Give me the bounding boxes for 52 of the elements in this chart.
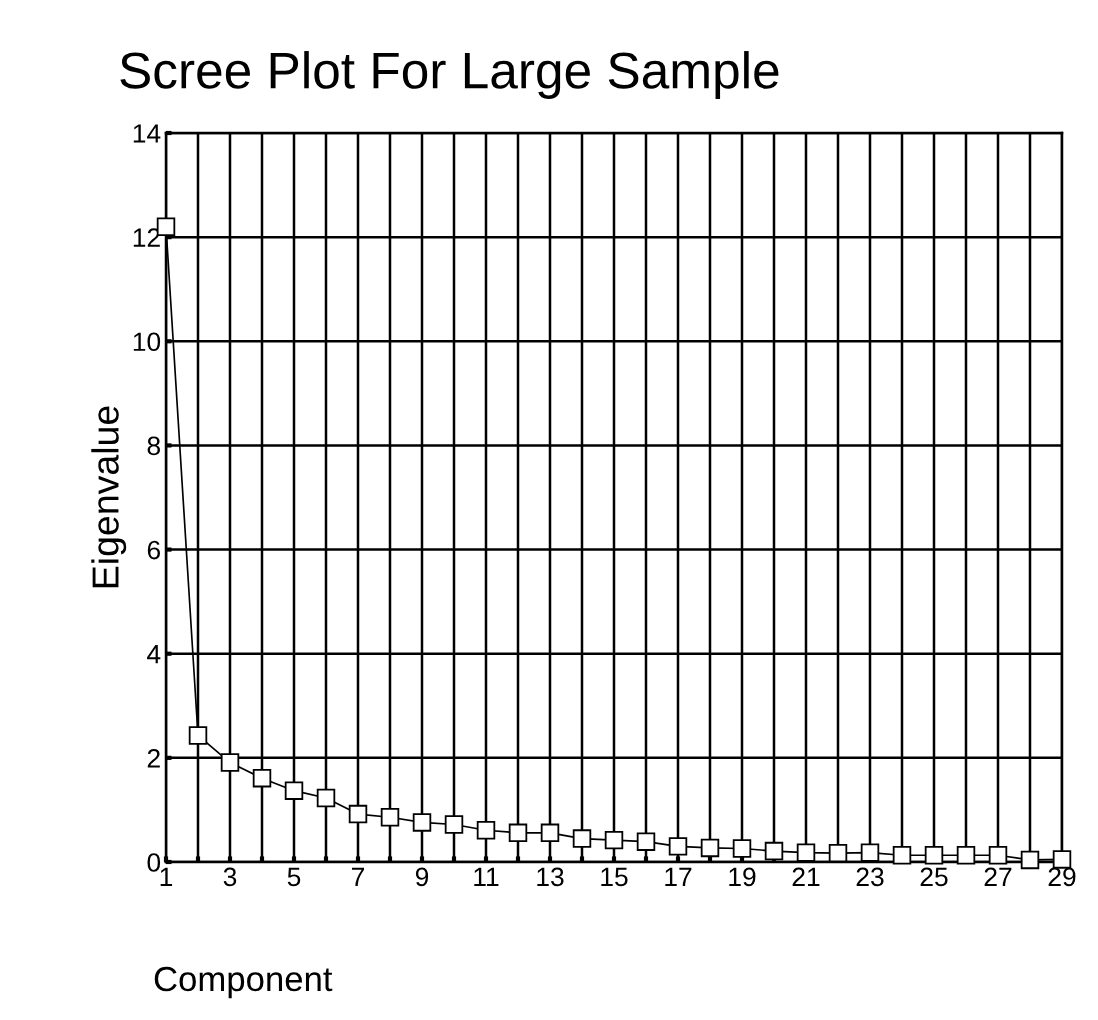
y-tick-label: 0	[147, 853, 161, 872]
y-tick-label: 10	[133, 332, 161, 352]
point	[860, 843, 880, 862]
x-tick-label: 13	[537, 867, 564, 887]
x-tick-label: 15	[601, 867, 628, 887]
point	[348, 804, 368, 824]
point	[476, 820, 496, 840]
x-tick-label: 19	[729, 867, 756, 887]
x-tick-label: 3	[223, 867, 237, 887]
point	[956, 845, 976, 865]
chart-title: Scree Plot For Large Sample	[120, 51, 779, 99]
x-tick-label: 1	[160, 867, 173, 886]
y-tick-label: 8	[147, 436, 160, 456]
x-tick-label: 23	[856, 867, 884, 887]
x-tick-label: 11	[474, 867, 499, 886]
point	[668, 837, 688, 856]
point	[1020, 850, 1040, 870]
x-tick-label: 5	[287, 867, 301, 887]
point	[764, 841, 784, 861]
point	[316, 788, 336, 808]
point	[444, 815, 464, 834]
point	[412, 813, 432, 832]
x-tick-label: 9	[415, 867, 429, 887]
y-tick-label: 4	[147, 645, 161, 664]
x-tick-label: 29	[1048, 867, 1076, 887]
point	[988, 845, 1008, 865]
point	[732, 839, 752, 858]
point	[796, 843, 816, 862]
x-tick-label: 27	[984, 867, 1012, 886]
point	[636, 832, 656, 851]
point	[540, 823, 560, 843]
point	[924, 845, 944, 865]
point	[828, 843, 848, 863]
y-tick-label: 6	[147, 540, 160, 560]
point	[380, 807, 400, 827]
point	[252, 768, 272, 788]
point	[188, 726, 208, 745]
point	[604, 830, 624, 850]
x-tick-label: 21	[792, 867, 820, 886]
point	[284, 781, 304, 800]
x-tick-label: 17	[665, 867, 692, 886]
point	[508, 823, 528, 843]
point	[700, 838, 720, 858]
point	[572, 829, 592, 848]
point	[892, 845, 912, 865]
x-tick-label: 7	[352, 867, 365, 886]
y-axis-title: Eigenvalue	[91, 406, 127, 588]
point	[220, 753, 240, 772]
y-tick-label: 14	[133, 124, 161, 143]
x-tick-label: 25	[920, 867, 948, 887]
y-tick-label: 2	[147, 748, 160, 768]
x-axis-title: Component	[154, 966, 333, 999]
